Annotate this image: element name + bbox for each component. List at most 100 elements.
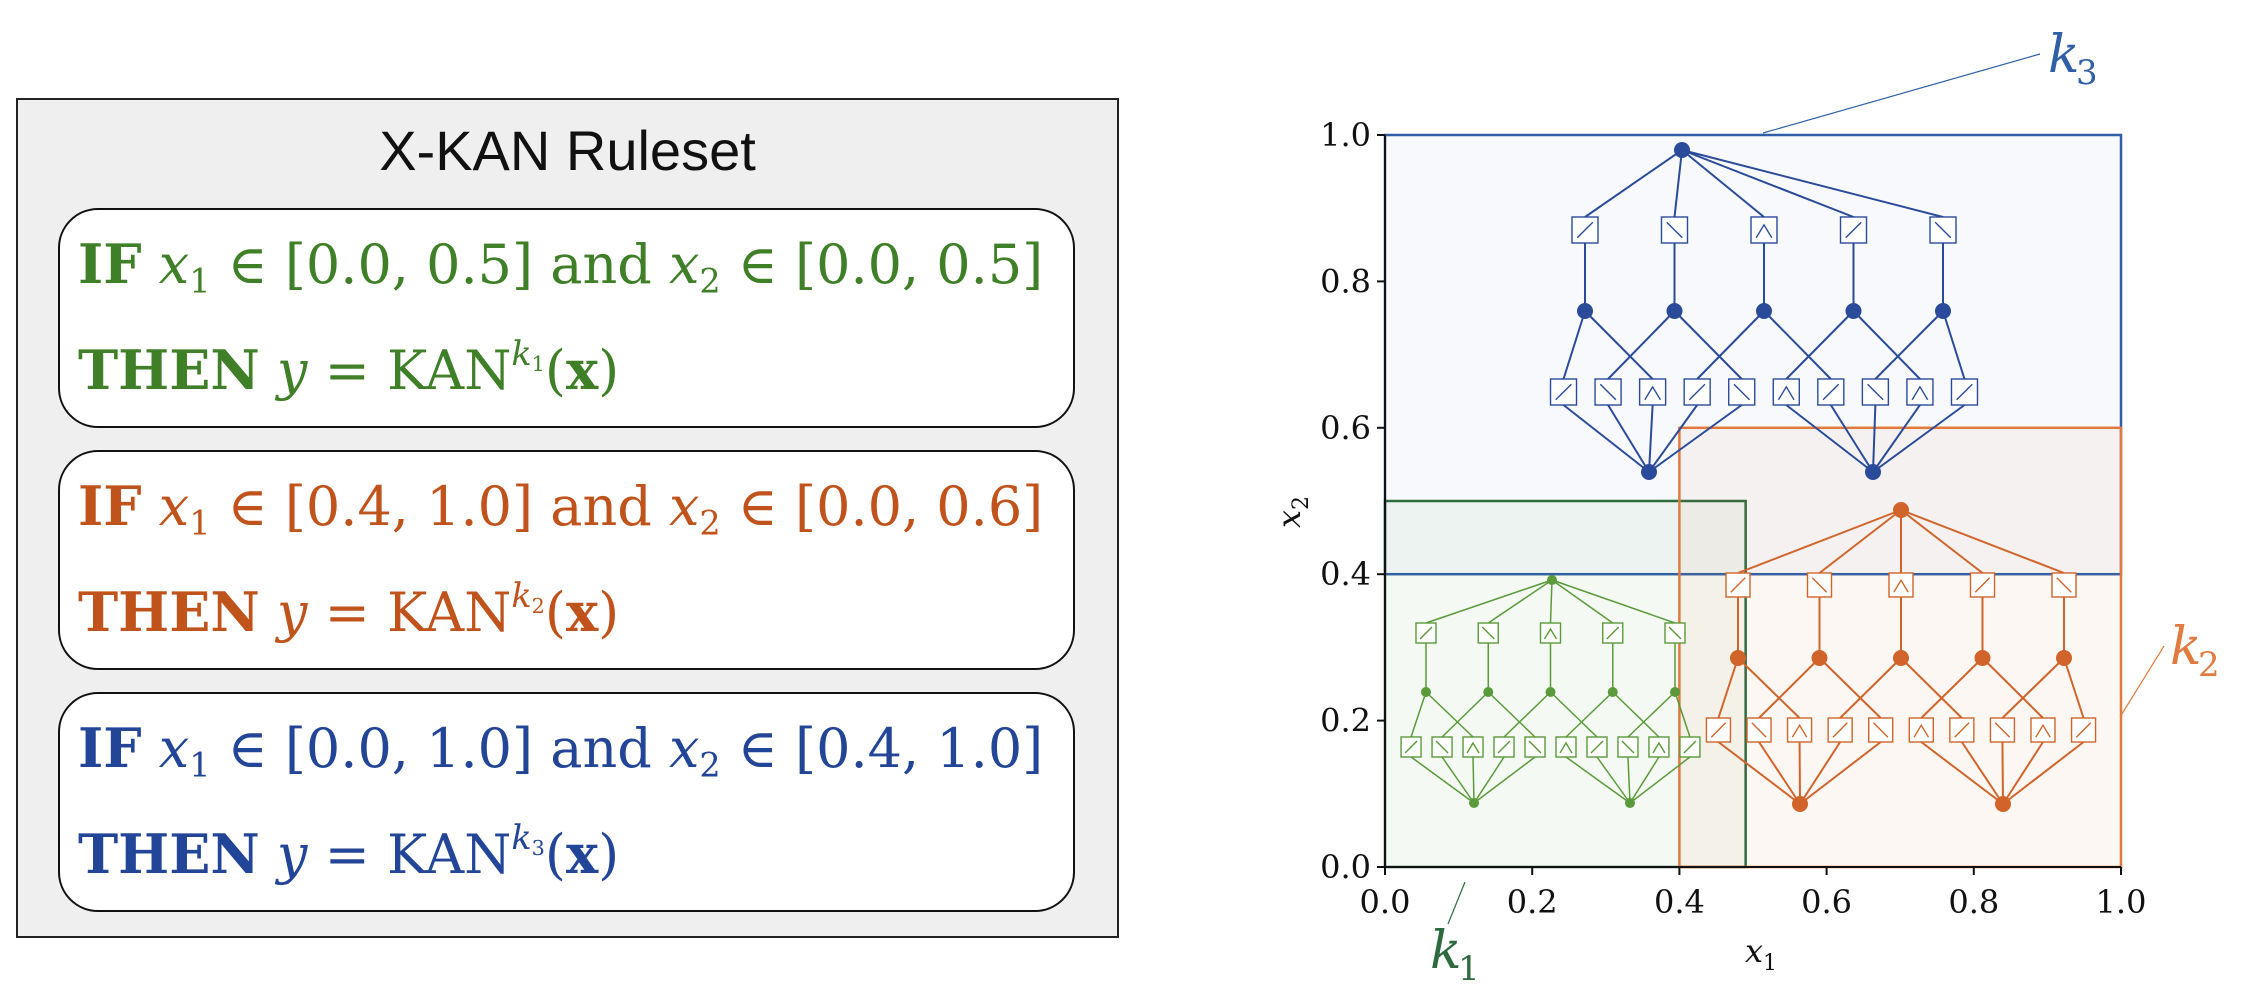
kan-hidden-node: [1670, 687, 1680, 697]
x1-subscript: 1: [189, 261, 211, 301]
k1-label-subscript: 1: [1458, 949, 1480, 986]
kan-edge: [1473, 756, 1536, 804]
x-vector: x: [565, 822, 599, 887]
sup-k-subscript: 2: [531, 593, 545, 618]
activation-curve: [1994, 722, 2011, 738]
activation-curve: [1652, 741, 1666, 754]
x1-subscript: 1: [189, 503, 211, 543]
k3-label: k: [2048, 25, 2080, 85]
x1-interval: ∈ [0.4, 1.0]: [210, 475, 551, 538]
kan-edge: [1737, 509, 1902, 574]
x1-subscript: 1: [189, 745, 211, 785]
kan-hidden-node: [1845, 303, 1862, 319]
activation-box: [1750, 216, 1778, 244]
activation-curve: [1956, 383, 1973, 401]
kan-edge: [1717, 741, 1801, 805]
kan-edge: [1607, 310, 1676, 380]
and-word: and: [550, 475, 652, 538]
then-keyword: THEN: [78, 580, 260, 645]
kan-edge: [1981, 657, 2044, 719]
kan-edge: [1627, 691, 1676, 738]
kan-network-k2: [1705, 502, 2097, 812]
kan-edge: [1874, 310, 1944, 380]
activation-box: [2030, 717, 2056, 743]
activation-curve: [1893, 578, 1909, 593]
kan-edge: [1441, 756, 1475, 804]
then-keyword: THEN: [78, 822, 260, 887]
activation-box: [1786, 717, 1813, 743]
kan-edge: [1673, 310, 1743, 380]
activation-box: [1949, 717, 1975, 743]
kan-edge: [1549, 579, 1553, 624]
kan-output-node: [1547, 575, 1557, 585]
activation-box: [2070, 717, 2097, 743]
kan-edge: [1758, 741, 1801, 805]
sup-k: k: [511, 818, 532, 857]
activation-box: [1462, 736, 1484, 758]
kan-edge: [1551, 579, 1676, 624]
kan-edge: [1441, 691, 1489, 738]
rule-card-k2: IF x1 ∈ [0.4, 1.0] and x2 ∈ [0.0, 0.6] T…: [58, 450, 1075, 670]
ruleset-panel: X-KAN Ruleset IF x1 ∈ [0.0, 0.5] and x2 …: [16, 98, 1119, 938]
kan-edge: [1648, 404, 1698, 473]
kan-edge: [1920, 741, 2004, 805]
activation-curve: [1791, 723, 1808, 738]
activation-curve: [1730, 577, 1746, 593]
kan-hidden-node: [1730, 650, 1746, 666]
kan-edge: [1473, 756, 1505, 804]
activation-curve: [1599, 383, 1617, 401]
activation-curve: [1710, 722, 1727, 738]
kan-edge: [1410, 691, 1427, 738]
kan-hidden-node: [1666, 303, 1683, 319]
kan-input-node: [1865, 464, 1881, 480]
x-tick-label: 0.8: [1948, 883, 1999, 921]
kan-hidden-node: [1811, 650, 1828, 666]
y-tick-label: 0.0: [1320, 848, 1371, 886]
kan-edge: [1818, 657, 1882, 719]
kan-edge: [1565, 691, 1614, 738]
kan-edge: [1410, 756, 1475, 804]
kan-edge: [1872, 404, 1877, 473]
kan-edge: [1900, 509, 2065, 574]
kan-edge: [1596, 756, 1631, 804]
activation-curve: [2035, 723, 2051, 738]
activation-box: [1772, 378, 1800, 406]
x2-symbol: x: [651, 717, 700, 780]
k1-label: k: [1430, 921, 1462, 981]
kan-edge: [1799, 741, 1841, 805]
kan-hidden-node: [1421, 687, 1431, 697]
kan-input-node: [1792, 796, 1808, 812]
kan-edge: [1696, 310, 1765, 380]
rule-then-line: THEN y = KANk3(x): [78, 818, 619, 886]
region-k1-box: [1383, 499, 1747, 869]
kan-edge: [2001, 741, 2004, 805]
activation-curve: [2056, 577, 2072, 593]
kan-edges: [1410, 579, 1691, 804]
x-axis-label-subscript: 1: [1763, 951, 1777, 976]
x2-symbol: x: [651, 233, 700, 296]
kan-edge: [1674, 691, 1691, 738]
x2-interval: ∈ [0.0, 0.6]: [720, 475, 1044, 538]
x2-subscript: 2: [699, 745, 721, 785]
activation-box: [1728, 378, 1756, 406]
activation-box: [1906, 378, 1934, 406]
activation-curve: [1811, 577, 1828, 593]
kan-edge: [1503, 691, 1552, 738]
activation-curve: [1974, 577, 1991, 593]
x1-symbol: x: [158, 475, 190, 538]
kan-superscript: k3: [511, 818, 544, 860]
kan-edge: [1737, 657, 1801, 719]
kan-input-node: [1469, 798, 1479, 808]
axes-layer: 0.0 0.2 0.4 0.6 0.8 1.00.00.20.40.60.81.0x 1x2: [1270, 116, 2146, 976]
kan-edge: [1942, 310, 1966, 380]
paren-close: ): [598, 581, 620, 645]
activation-curve: [1733, 383, 1751, 401]
kan-edge: [1648, 404, 1743, 473]
kan-edge: [1829, 404, 1874, 473]
kan-edges: [1717, 509, 2085, 805]
x1-symbol: x: [158, 717, 190, 780]
y-tick-label: 0.6: [1320, 409, 1371, 447]
if-keyword: IF: [78, 232, 142, 296]
k2-label-subscript: 2: [2198, 645, 2220, 685]
x2-interval: ∈ [0.0, 0.5]: [720, 233, 1044, 296]
